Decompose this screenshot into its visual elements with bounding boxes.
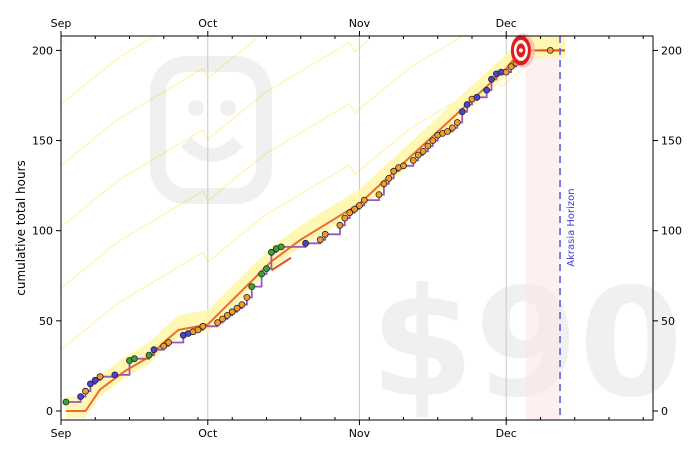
datapoint xyxy=(424,142,432,150)
datapoint xyxy=(145,351,153,359)
x-tick-label-top: Sep xyxy=(51,17,72,30)
datapoint xyxy=(194,326,202,334)
road-segment xyxy=(270,256,292,272)
datapoint xyxy=(360,196,368,204)
datapoint xyxy=(414,151,422,159)
datapoint xyxy=(419,147,427,155)
x-tick-label-bottom: Oct xyxy=(198,427,218,440)
datapoint xyxy=(400,162,407,170)
datapoint xyxy=(130,355,138,363)
datapoint xyxy=(463,101,471,108)
datapoint xyxy=(248,283,256,291)
road-path xyxy=(65,49,565,412)
guide-line xyxy=(60,39,370,228)
datapoints xyxy=(62,47,554,406)
datapoint xyxy=(409,156,417,164)
datapoint xyxy=(375,191,383,199)
datapoint xyxy=(473,93,481,101)
y-tick-label-right: 150 xyxy=(661,135,682,148)
datapoint xyxy=(336,221,344,229)
y-tick-label-right: 100 xyxy=(661,225,682,238)
guide-line xyxy=(60,37,258,167)
datapoint xyxy=(444,128,451,135)
datapoint xyxy=(77,393,84,401)
y-tick-label-left: 0 xyxy=(46,405,53,418)
akrasia-horizon-label: Akrasia Horizon xyxy=(566,188,577,266)
datapoint xyxy=(150,346,158,354)
datapoint xyxy=(111,371,119,379)
datapoint xyxy=(488,75,495,83)
datapoint xyxy=(223,311,231,319)
y-ticks-right: 0 50 100 150 200 xyxy=(653,44,682,418)
datapoint xyxy=(302,239,310,247)
datapoint xyxy=(385,174,393,182)
y-tick-label-right: 50 xyxy=(661,315,675,328)
datapoint xyxy=(238,301,246,309)
datapoint xyxy=(62,398,70,406)
datapoint xyxy=(507,63,515,70)
y-axis-title: cumulative total hours xyxy=(14,160,28,296)
datapoint xyxy=(277,243,285,251)
x-ticks-bottom: Sep Oct Nov Dec xyxy=(51,417,644,440)
x-tick-label-top: Nov xyxy=(349,17,371,30)
datapoint xyxy=(341,214,349,222)
datapoint xyxy=(243,293,251,301)
datapoint xyxy=(390,167,398,175)
datapoint xyxy=(321,230,329,238)
bullseye-icon xyxy=(510,33,535,68)
datapoint xyxy=(546,47,554,54)
guide-line xyxy=(60,35,463,289)
y-tick-label-left: 200 xyxy=(32,44,53,57)
datapoint xyxy=(483,86,491,94)
x-tick-label-top: Dec xyxy=(496,17,517,30)
datapoint xyxy=(165,339,173,346)
x-tick-label-bottom: Dec xyxy=(496,427,517,440)
datapoint xyxy=(87,380,94,388)
datapoint xyxy=(263,265,270,273)
bullseye-center xyxy=(518,48,523,53)
guide-line xyxy=(60,35,155,105)
datapoint xyxy=(199,322,207,330)
y-tick-label-left: 50 xyxy=(39,315,53,328)
x-tick-label-top: Oct xyxy=(198,17,218,30)
datapoint xyxy=(355,202,363,209)
x-ticks-top: Sep Oct Nov Dec xyxy=(51,17,644,39)
horizon-zone xyxy=(525,36,561,420)
plot-frame xyxy=(60,35,654,421)
y-tick-label-left: 150 xyxy=(32,135,53,148)
datapoint xyxy=(502,68,510,76)
x-tick-label-bottom: Nov xyxy=(349,427,371,440)
datapoint xyxy=(448,124,456,132)
datapoint xyxy=(316,236,324,244)
datapoint xyxy=(453,119,461,126)
datapoint xyxy=(380,180,388,188)
datapoint xyxy=(351,205,359,213)
datapoint xyxy=(91,376,99,384)
y-tick-label-left: 100 xyxy=(32,225,53,238)
y-tick-label-right: 200 xyxy=(661,44,682,57)
datapoint xyxy=(346,209,354,217)
datapoint xyxy=(258,270,266,278)
guide-line xyxy=(60,38,67,44)
datapoint xyxy=(429,137,437,145)
smiley-frame xyxy=(150,56,272,204)
y-ticks-left: 0 50 100 150 200 xyxy=(32,44,61,418)
x-tick-label-bottom: Sep xyxy=(51,427,72,440)
datapoint xyxy=(96,373,104,381)
smiley-eye-right xyxy=(220,100,236,116)
y-tick-label-right: 0 xyxy=(661,405,668,418)
datapoint xyxy=(219,315,226,323)
datapoint xyxy=(228,308,236,316)
smiley-mouth xyxy=(180,136,243,162)
datapoint xyxy=(82,387,89,395)
smiley-eye-left xyxy=(188,100,204,116)
datapoint xyxy=(267,248,275,256)
datapoint xyxy=(233,304,241,312)
datapoint xyxy=(458,108,466,116)
smiley-watermark-icon xyxy=(150,56,272,204)
datapoint xyxy=(160,342,168,350)
datapoint xyxy=(214,319,222,327)
